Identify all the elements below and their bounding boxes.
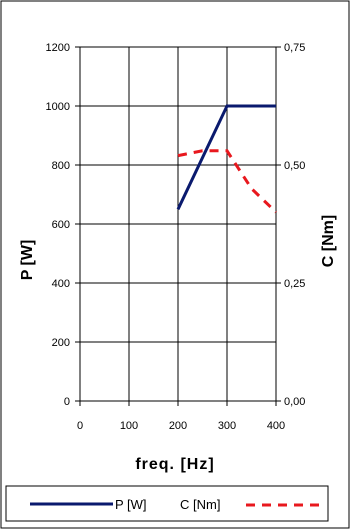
x-tick-label: 100 [120, 420, 138, 432]
ticks-layer: 0 200 400 600 800 1000 1200 0 100 200 300 400 0,00 0,… [46, 42, 306, 432]
y-right-tick-label: 0,50 [284, 160, 305, 172]
y-right-tick-label: 0,00 [284, 396, 305, 408]
y-left-axis-title: P [W] [19, 240, 36, 281]
x-tick-label: 300 [218, 420, 236, 432]
y-left-tick-label: 1200 [46, 42, 70, 54]
y-left-tick-label: 1000 [46, 101, 70, 113]
legend-label-c: C [Nm] [180, 497, 220, 512]
legend-label-p: P [W] [115, 497, 147, 512]
y-left-tick-label: 0 [64, 396, 70, 408]
series-line-p [176, 104, 276, 210]
x-tick-label: 200 [169, 420, 187, 432]
y-right-tick-label: 0,75 [284, 42, 305, 54]
y-left-tick-label: 800 [52, 160, 70, 172]
series-line-c [177, 149, 278, 214]
y-left-tick-label: 400 [52, 278, 70, 290]
y-left-tick-label: 200 [52, 337, 70, 349]
x-axis-title: freq. [Hz] [135, 456, 214, 473]
x-tick-label: 400 [267, 420, 285, 432]
y-left-tick-label: 600 [52, 219, 70, 231]
series-layer [176, 104, 278, 214]
y-right-axis-title: C [Nm] [320, 215, 337, 267]
y-right-tick-label: 0,25 [284, 278, 305, 290]
grid-layer [80, 46, 276, 401]
x-tick-label: 0 [77, 420, 83, 432]
